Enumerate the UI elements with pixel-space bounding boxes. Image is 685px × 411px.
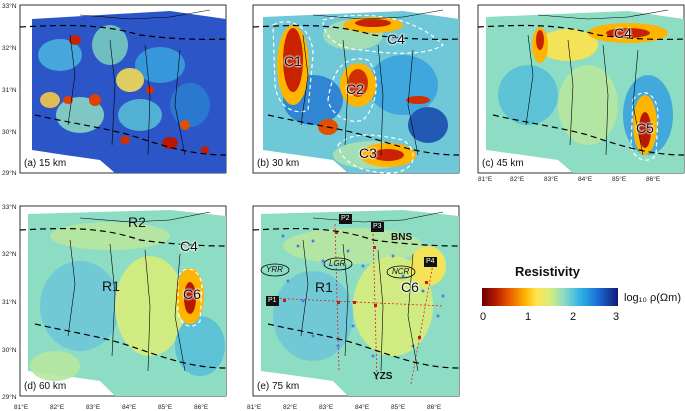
yzs-label: YZS (373, 371, 393, 382)
anomaly-r1-label-e: R1 (315, 279, 333, 295)
anomaly-c4-label: C4 (387, 31, 405, 47)
lat-label-32: 32°N (2, 44, 17, 52)
colorbar (482, 288, 618, 306)
d-lon-86: 86°E (194, 403, 209, 411)
profile-p3-label: P3 (371, 222, 384, 232)
e-lon-84: 84°E (355, 403, 370, 411)
c-lon-82: 82°E (510, 175, 525, 183)
panel-b: C1 C4 C2 C3 (b) 30 km (252, 4, 460, 174)
d-lat-29: 29°N (2, 393, 17, 401)
anomaly-c2-label: C2 (346, 81, 364, 97)
d-lat-32: 32°N (2, 250, 17, 258)
c-lon-83: 83°E (544, 175, 559, 183)
colorbar-unit: log₁₀ ρ(Ωm) (624, 292, 681, 304)
anomaly-c4-label-d: C4 (180, 238, 198, 254)
panel-c-label: (c) 45 km (482, 158, 524, 169)
panel-a-map: 33°N 32°N 31°N 30°N 29°N (2, 2, 227, 177)
d-lat-30: 30°N (2, 346, 17, 354)
anomaly-r2-label: R2 (128, 214, 146, 230)
panel-d-map: 33°N 32°N 31°N 30°N 29°N 81°E 82°E 83°E … (2, 203, 227, 411)
anomaly-c6-label-e: C6 (401, 279, 419, 295)
lat-label-33: 33°N (2, 2, 17, 10)
anomaly-c6-label: C6 (183, 286, 201, 302)
c-lon-86: 86°E (646, 175, 661, 183)
colorbar-tick-0: 0 (480, 311, 487, 323)
d-lon-82: 82°E (50, 403, 65, 411)
panel-e: 81°E 82°E 83°E 84°E 85°E 86°E BNS YZS YR… (247, 205, 460, 411)
anomaly-c3-label: C3 (359, 145, 377, 161)
panel-b-map (252, 4, 460, 174)
anomaly-c1-label: C1 (284, 53, 302, 69)
d-lon-84: 84°E (122, 403, 137, 411)
profile-p2-label: P2 (339, 214, 352, 224)
d-lat-33: 33°N (2, 203, 17, 211)
e-lon-81: 81°E (247, 403, 262, 411)
panel-c: 81°E 82°E 83°E 84°E 85°E 86°E C4 C5 (c) … (477, 4, 685, 183)
c-lon-81: 81°E (478, 175, 493, 183)
c-lon-85: 85°E (612, 175, 627, 183)
panel-e-map: 81°E 82°E 83°E 84°E 85°E 86°E (247, 205, 460, 411)
anomaly-c4-label-c: C4 (614, 25, 632, 41)
d-lon-83: 83°E (86, 403, 101, 411)
c-lon-84: 84°E (578, 175, 593, 183)
lat-label-30: 30°N (2, 128, 17, 136)
e-lon-82: 82°E (283, 403, 298, 411)
legend-title: Resistivity (515, 264, 581, 279)
panel-e-label: (e) 75 km (257, 381, 300, 392)
panel-d-label: (d) 60 km (24, 381, 67, 392)
panel-d: 33°N 32°N 31°N 30°N 29°N 81°E 82°E 83°E … (2, 203, 227, 411)
anomaly-c5-label: C5 (636, 120, 654, 136)
profile-p1-label: P1 (266, 296, 279, 306)
yrr-label: YRR (266, 265, 283, 274)
panel-a-label: (a) 15 km (24, 158, 67, 169)
d-lon-81: 81°E (14, 403, 29, 411)
panel-c-map: 81°E 82°E 83°E 84°E 85°E 86°E (477, 4, 685, 183)
e-lon-86: 86°E (427, 403, 442, 411)
panel-b-label: (b) 30 km (257, 158, 300, 169)
e-lon-85: 85°E (391, 403, 406, 411)
panel-a: 33°N 32°N 31°N 30°N 29°N (a) 15 km (2, 2, 227, 177)
resistivity-legend: Resistivity 0 1 2 3 log₁₀ ρ(Ωm) (476, 264, 681, 334)
colorbar-tick-3: 3 (613, 311, 620, 323)
lat-label-31: 31°N (2, 86, 17, 94)
d-lon-85: 85°E (158, 403, 173, 411)
e-lon-83: 83°E (319, 403, 334, 411)
ncr-label: NCR (392, 267, 410, 276)
colorbar-tick-1: 1 (525, 311, 532, 323)
d-lat-31: 31°N (2, 298, 17, 306)
profile-p4-label: P4 (424, 257, 437, 267)
lgr-label: LGR (329, 259, 346, 268)
bns-label: BNS (391, 232, 413, 243)
anomaly-r1-label: R1 (102, 278, 120, 294)
lat-label-29: 29°N (2, 169, 17, 177)
colorbar-tick-2: 2 (570, 311, 577, 323)
